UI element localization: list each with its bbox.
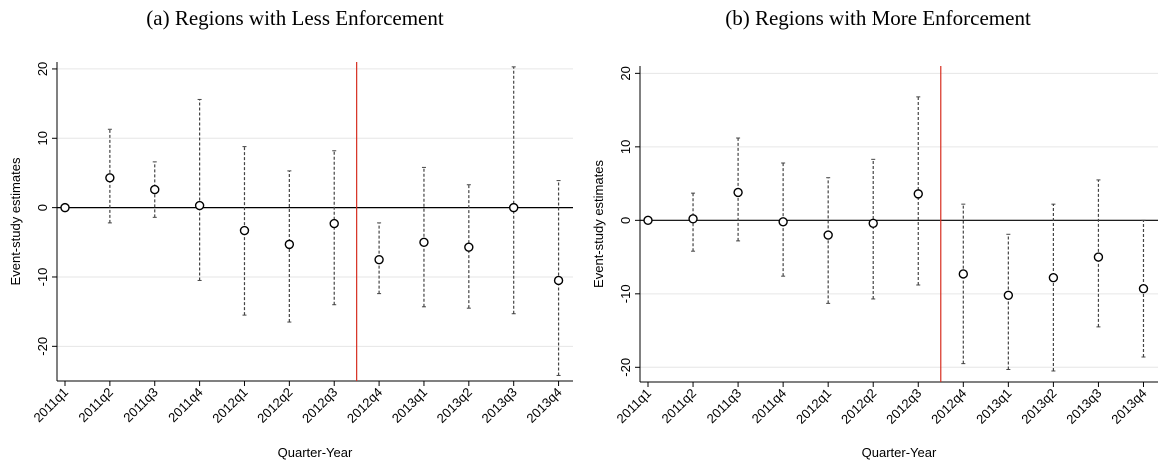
x-axis-title: Quarter-Year bbox=[278, 445, 353, 460]
estimate-point bbox=[329, 218, 339, 229]
y-tick-label: 0 bbox=[35, 204, 50, 211]
x-tick-label: 2012q2 bbox=[254, 385, 295, 426]
estimate-point bbox=[194, 200, 205, 211]
estimate-point bbox=[823, 230, 833, 240]
y-tick-label: 20 bbox=[35, 62, 50, 76]
x-tick-label: 2013q3 bbox=[479, 385, 520, 426]
y-tick-label: -10 bbox=[35, 268, 50, 287]
x-tick-label: 2011q1 bbox=[614, 386, 655, 427]
x-tick-label: 2012q3 bbox=[299, 385, 340, 426]
estimate-point bbox=[643, 215, 653, 226]
chart-title: (b) Regions with More Enforcement bbox=[725, 6, 1031, 30]
y-tick-label: -20 bbox=[618, 358, 633, 377]
estimate-point bbox=[1093, 252, 1104, 262]
x-tick-label: 2011q4 bbox=[165, 385, 206, 426]
x-tick-label: 2011q4 bbox=[749, 386, 790, 427]
y-tick-label: -10 bbox=[618, 284, 633, 303]
estimate-point bbox=[508, 202, 519, 213]
x-tick-label: 2012q1 bbox=[793, 386, 834, 427]
estimate-point bbox=[868, 218, 878, 228]
panel-less-enforcement: (a) Regions with Less Enforcement -20 -10… bbox=[8, 6, 573, 460]
estimate-point bbox=[105, 173, 115, 183]
estimate-point bbox=[733, 187, 743, 198]
estimate-point bbox=[464, 242, 474, 252]
x-tick-label: 2011q1 bbox=[31, 385, 72, 426]
x-tick-label: 2012q1 bbox=[209, 385, 250, 426]
estimate-point bbox=[553, 275, 564, 286]
x-tick-label: 2012q4 bbox=[344, 385, 385, 426]
panel-more-enforcement: (b) Regions with More Enforcement -20 -10… bbox=[583, 0, 1173, 463]
estimate-point bbox=[60, 202, 70, 213]
x-tick-label: 2013q4 bbox=[523, 385, 564, 426]
estimate-point bbox=[1138, 283, 1149, 294]
y-tick-label: 20 bbox=[618, 66, 633, 80]
x-axis-title: Quarter-Year bbox=[862, 445, 937, 460]
estimate-point bbox=[374, 254, 384, 265]
x-tick-label: 2012q2 bbox=[838, 386, 879, 427]
y-tick-label: 10 bbox=[618, 140, 633, 154]
y-tick-label: -20 bbox=[35, 337, 50, 356]
y-axis-title: Event-study estimates bbox=[591, 160, 606, 288]
chart-title: (a) Regions with Less Enforcement bbox=[146, 6, 444, 30]
estimate-point bbox=[1048, 272, 1059, 283]
x-tick-label: 2011q3 bbox=[120, 385, 161, 426]
estimate-point bbox=[913, 189, 923, 199]
y-tick-label: 10 bbox=[35, 131, 50, 145]
x-tick-label: 2013q3 bbox=[1063, 386, 1104, 427]
x-tick-label: 2011q2 bbox=[659, 386, 700, 427]
y-axis-title: Event-study estimates bbox=[8, 157, 23, 285]
x-tick-label: 2013q1 bbox=[389, 385, 430, 426]
x-tick-label: 2012q3 bbox=[883, 386, 924, 427]
y-tick-label: 0 bbox=[618, 217, 633, 224]
x-tick-label: 2012q4 bbox=[928, 386, 969, 427]
estimate-point bbox=[688, 214, 698, 224]
estimate-point bbox=[284, 239, 295, 250]
estimate-point bbox=[150, 184, 160, 195]
estimate-point bbox=[1003, 290, 1014, 300]
x-tick-label: 2013q1 bbox=[973, 386, 1014, 427]
estimate-point bbox=[239, 225, 250, 236]
estimate-point bbox=[778, 217, 788, 227]
x-tick-label: 2013q2 bbox=[1018, 386, 1059, 427]
estimate-point bbox=[419, 237, 429, 248]
x-tick-label: 2013q4 bbox=[1108, 386, 1149, 427]
x-tick-label: 2011q2 bbox=[75, 385, 116, 426]
x-tick-label: 2011q3 bbox=[704, 386, 745, 427]
estimate-point bbox=[958, 269, 969, 279]
x-tick-label: 2013q2 bbox=[434, 385, 475, 426]
